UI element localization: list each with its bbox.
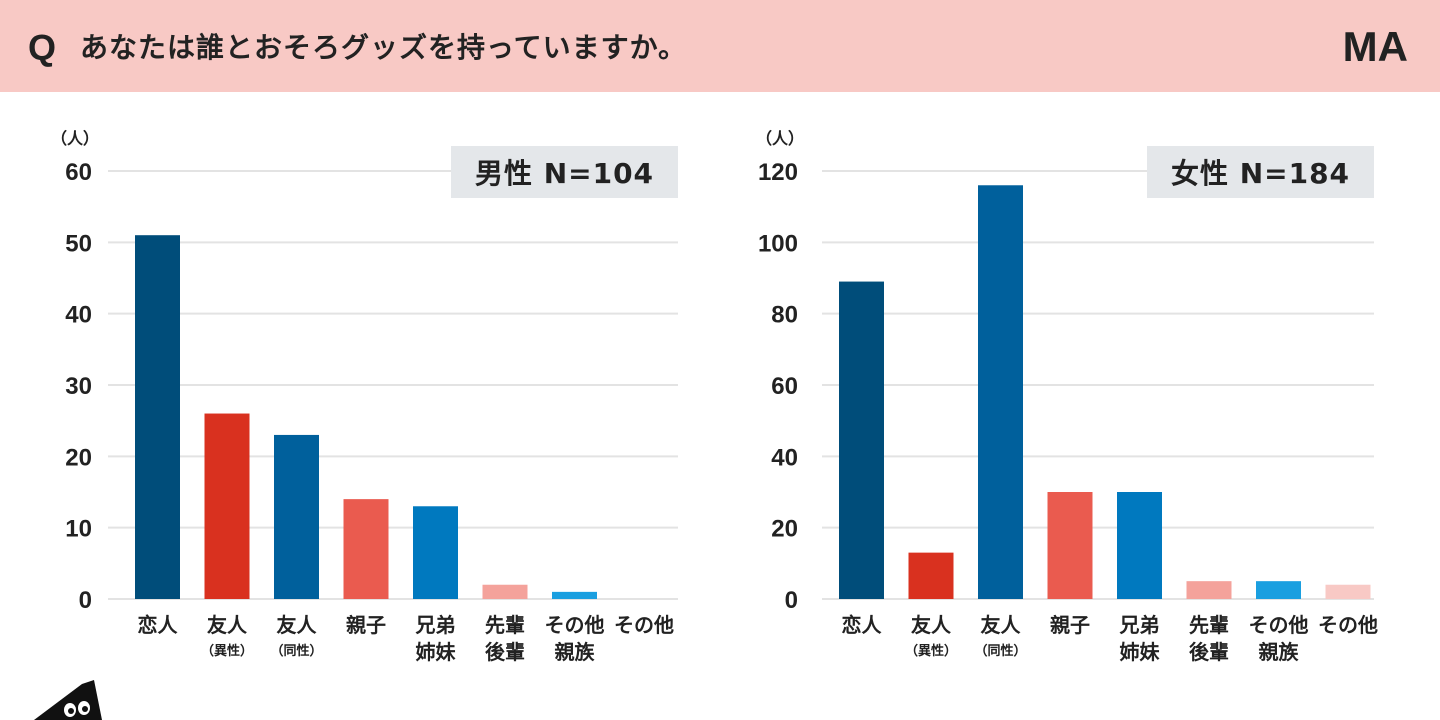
x-tick-label: その他 xyxy=(1318,613,1378,637)
x-tick-sublabel: 後輩 xyxy=(485,640,525,664)
x-tick-label: その他 xyxy=(614,613,674,637)
x-tick-sublabel: 親族 xyxy=(555,640,596,664)
bar xyxy=(1117,492,1162,599)
y-tick-label: 60 xyxy=(771,373,798,400)
x-tick-sublabel: （同性） xyxy=(270,643,322,659)
x-tick-sublabel: 姉妹 xyxy=(1120,640,1161,664)
x-tick-label: 兄弟 xyxy=(415,613,456,637)
y-tick-label: 10 xyxy=(65,516,92,543)
bar xyxy=(552,591,597,599)
chart-female: 0 20 40 60 80 100 120 （人） 女性 N=184 恋人 友人 （異性） 友人 （同性）… xyxy=(720,92,1440,692)
x-tick-label: その他 xyxy=(545,613,605,637)
x-tick-label: 友人 xyxy=(981,613,1022,637)
x-tick-label: 先輩 xyxy=(485,613,525,637)
y-tick-label: 20 xyxy=(65,444,92,471)
mascot-icon xyxy=(34,680,102,720)
y-tick-label: 20 xyxy=(771,516,798,543)
bar xyxy=(135,235,180,599)
y-tick-label: 60 xyxy=(65,159,92,186)
y-tick-label: 120 xyxy=(758,159,798,186)
bar xyxy=(978,185,1023,599)
question-mark: Q xyxy=(28,27,57,68)
bar xyxy=(1186,581,1232,599)
chart-svg: 0 20 40 60 80 100 120 （人） 女性 N=184 恋人 友人 （異性） 友人 （同性）… xyxy=(756,129,1378,664)
y-tick-label: 0 xyxy=(785,587,798,614)
chart-male: 0 10 20 30 40 50 60 （人） 男性 N=104 恋人 友人 （異性） 友人 （同性） 親子… xyxy=(0,92,720,692)
x-tick-label: 恋人 xyxy=(842,613,883,637)
y-tick-label: 30 xyxy=(65,373,92,400)
x-tick-sublabel: （同性） xyxy=(974,643,1026,659)
y-tick-label: 100 xyxy=(758,230,798,257)
y-tick-label: 80 xyxy=(771,302,798,329)
bar xyxy=(1047,492,1093,599)
chart-title-box xyxy=(451,146,678,198)
answer-type-badge: MA xyxy=(1342,23,1408,70)
chart-title: 男性 N=104 xyxy=(475,157,654,190)
bar xyxy=(413,506,458,599)
x-tick-label: 友人 xyxy=(277,613,318,637)
x-tick-label: 友人 xyxy=(207,613,248,637)
bar xyxy=(839,281,884,599)
bar xyxy=(482,584,528,599)
question-text: あなたは誰とおそろグッズを持っていますか。 xyxy=(80,31,688,64)
x-tick-label: 兄弟 xyxy=(1119,613,1160,637)
x-tick-sublabel: 姉妹 xyxy=(416,640,457,664)
y-axis-unit-label: （人） xyxy=(756,129,804,148)
x-tick-label: その他 xyxy=(1249,613,1309,637)
chart-title: 女性 N=184 xyxy=(1171,157,1350,190)
x-tick-sublabel: （異性） xyxy=(905,643,957,659)
y-axis-unit-label: （人） xyxy=(51,129,99,148)
bar xyxy=(908,552,954,599)
bar xyxy=(1325,584,1371,599)
x-tick-label: 先輩 xyxy=(1189,613,1229,637)
bar xyxy=(204,413,250,599)
chart-svg: 0 10 20 30 40 50 60 （人） 男性 N=104 恋人 友人 （異性） 友人 （同性） 親子… xyxy=(51,129,678,664)
x-tick-label: 親子 xyxy=(346,613,386,637)
x-tick-label: 恋人 xyxy=(138,613,179,637)
x-tick-sublabel: （異性） xyxy=(201,643,253,659)
y-tick-label: 0 xyxy=(79,587,92,614)
x-tick-sublabel: 後輩 xyxy=(1189,640,1229,664)
chart-title-box xyxy=(1147,146,1374,198)
y-tick-label: 50 xyxy=(65,230,92,257)
bar xyxy=(1256,581,1301,599)
x-tick-label: 親子 xyxy=(1050,613,1090,637)
bar xyxy=(343,499,389,599)
y-tick-label: 40 xyxy=(65,302,92,329)
x-tick-label: 友人 xyxy=(911,613,952,637)
bar xyxy=(274,434,319,599)
y-tick-label: 40 xyxy=(771,444,798,471)
question-header: Q あなたは誰とおそろグッズを持っていますか。 MA xyxy=(0,0,1440,92)
x-tick-sublabel: 親族 xyxy=(1259,640,1300,664)
